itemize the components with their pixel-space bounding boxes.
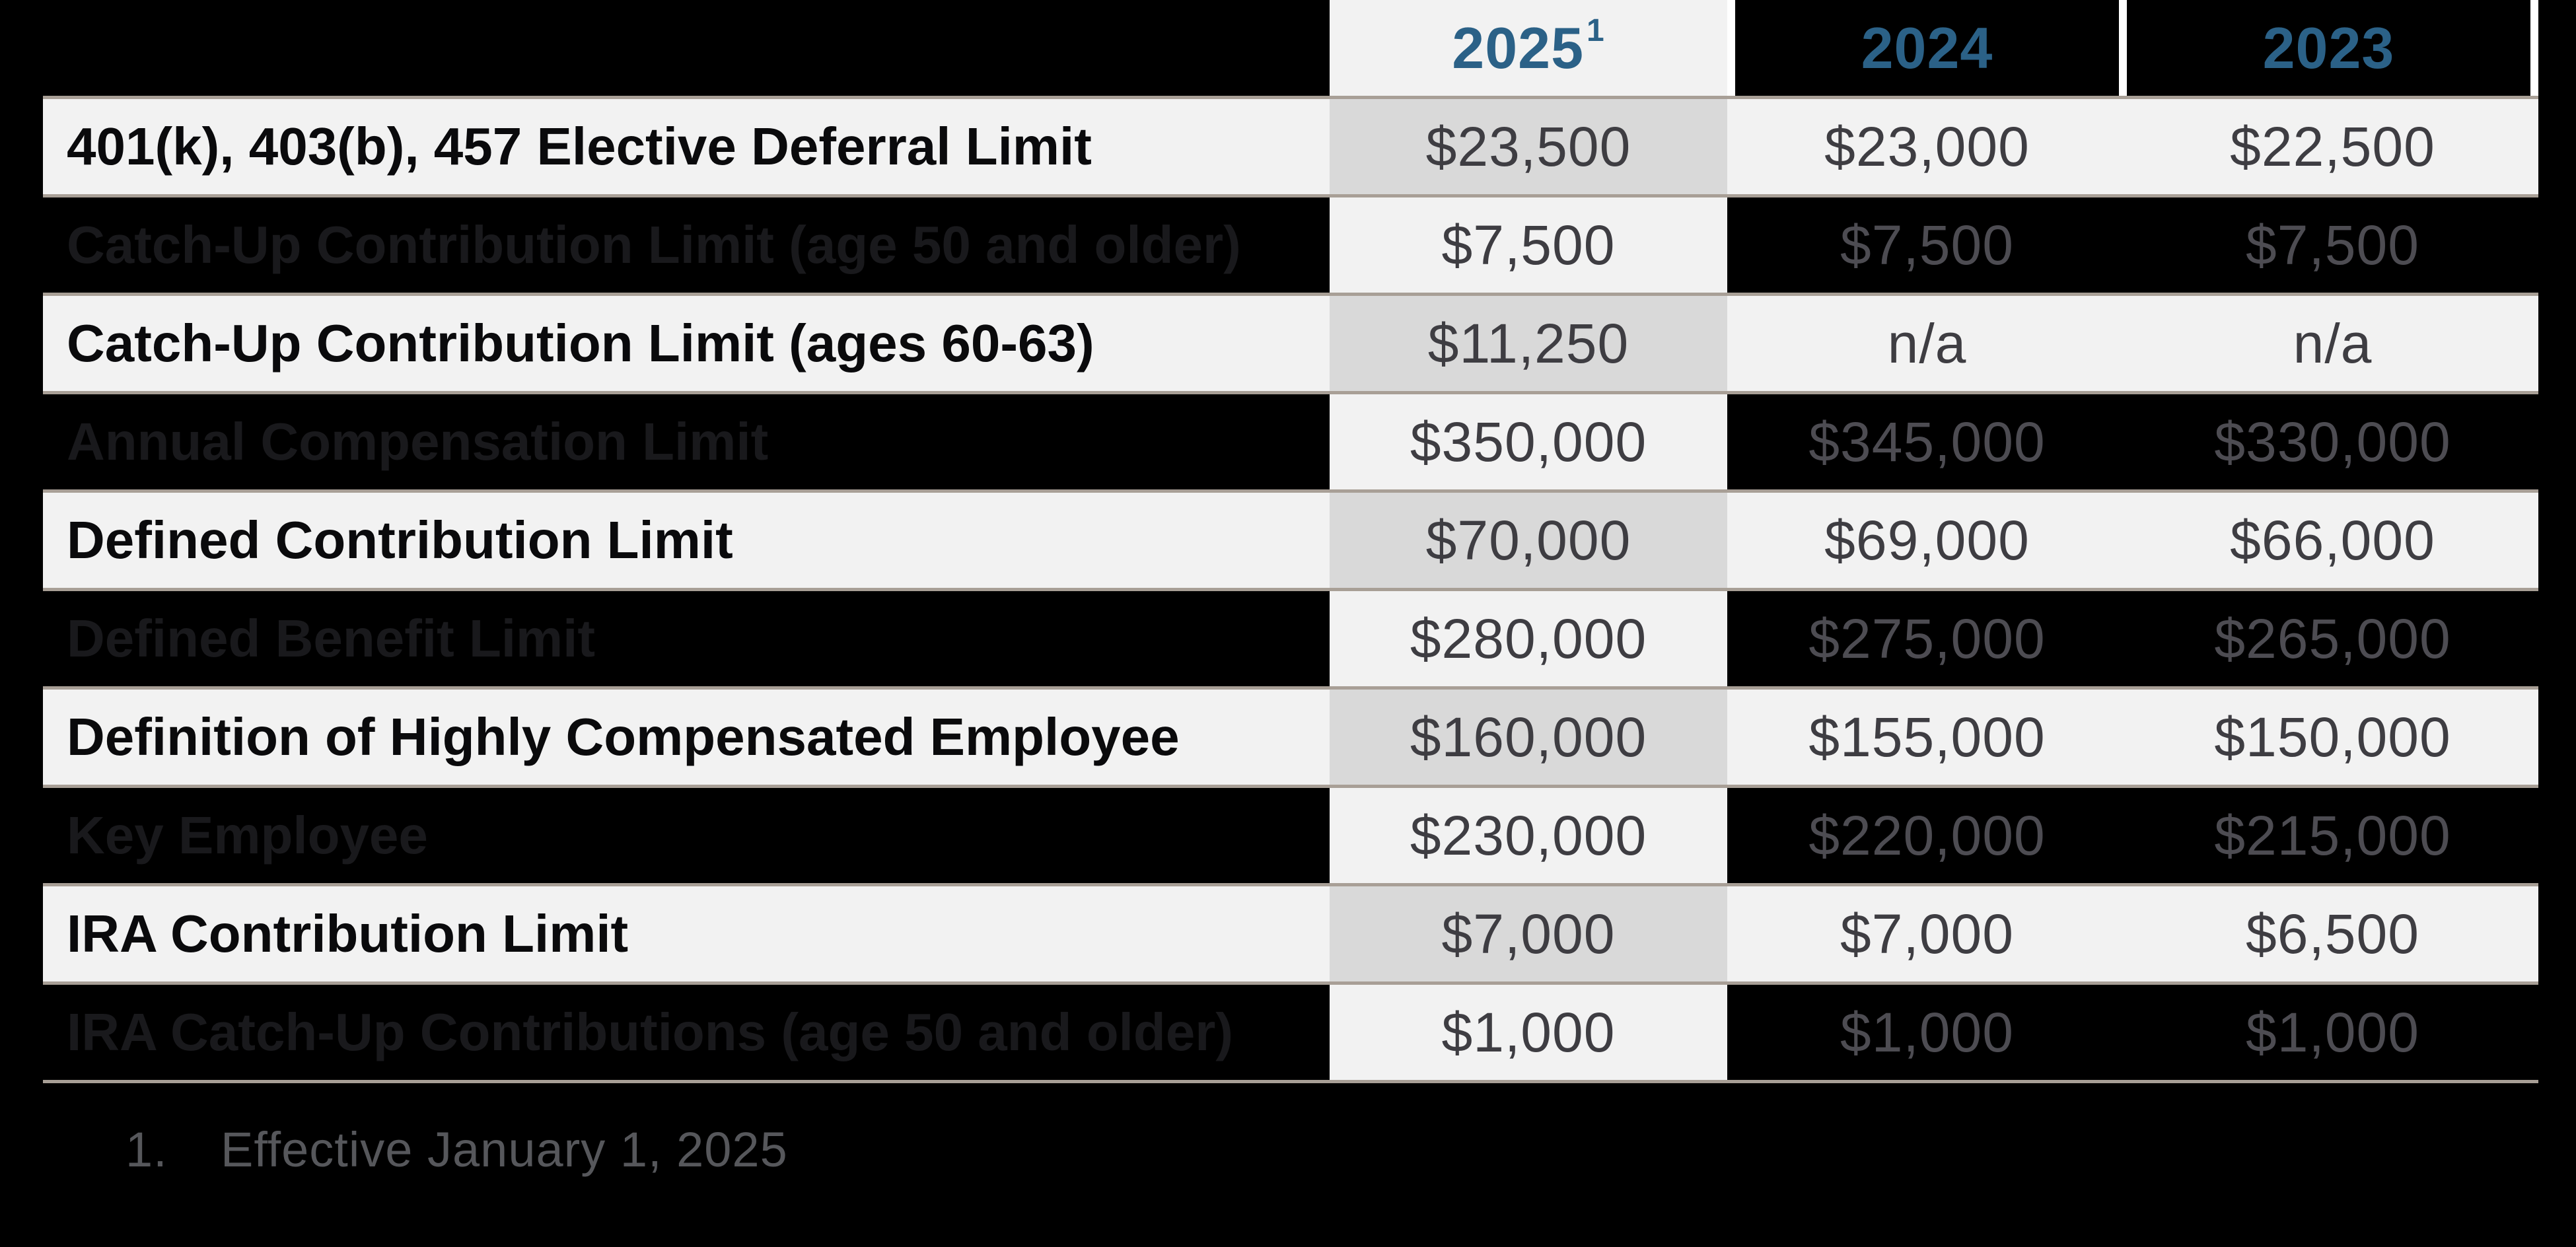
value-2023: n/a — [2127, 296, 2538, 391]
row-label: Catch-Up Contribution Limit (ages 60-63) — [43, 296, 1330, 391]
footnote-number: 1. — [125, 1122, 168, 1177]
row-label: Defined Contribution Limit — [43, 493, 1330, 588]
table-row: Annual Compensation Limit $350,000 $345,… — [43, 394, 2538, 493]
table-row: Defined Contribution Limit $70,000 $69,0… — [43, 493, 2538, 591]
value-2025: $23,500 — [1330, 99, 1727, 194]
value-2024: $345,000 — [1727, 394, 2127, 489]
footnote-text: Effective January 1, 2025 — [221, 1122, 788, 1177]
table-row: 401(k), 403(b), 457 Elective Deferral Li… — [43, 99, 2538, 197]
header-empty-cell — [43, 0, 1330, 96]
value-2023: $215,000 — [2127, 788, 2538, 883]
footnote: 1. Effective January 1, 2025 — [125, 1122, 788, 1178]
value-2023: $265,000 — [2127, 591, 2538, 686]
table-header-row: 2025 1 2024 2023 — [43, 0, 2538, 99]
value-2024: $23,000 — [1727, 99, 2127, 194]
value-2023: $22,500 — [2127, 99, 2538, 194]
contribution-limits-table: 2025 1 2024 2023 401(k), 403(b), 457 Elec… — [43, 0, 2538, 1083]
row-label: 401(k), 403(b), 457 Elective Deferral Li… — [43, 99, 1330, 194]
table-row: Definition of Highly Compensated Employe… — [43, 690, 2538, 788]
value-2024: $155,000 — [1727, 690, 2127, 785]
value-2025: $11,250 — [1330, 296, 1727, 391]
row-label: Defined Benefit Limit — [67, 609, 596, 668]
value-2023: $150,000 — [2127, 690, 2538, 785]
value-2023: $6,500 — [2127, 886, 2538, 981]
value-2025: $1,000 — [1330, 985, 1727, 1080]
value-2025: $70,000 — [1330, 493, 1727, 588]
value-2025: $350,000 — [1330, 394, 1727, 489]
value-2023: $7,500 — [2127, 197, 2538, 293]
value-2024: $7,500 — [1727, 197, 2127, 293]
table-row: Defined Benefit Limit $280,000 $275,000 … — [43, 591, 2538, 690]
value-2024: $1,000 — [1727, 985, 2127, 1080]
row-label: IRA Contribution Limit — [43, 886, 1330, 981]
row-label: Annual Compensation Limit — [67, 412, 769, 471]
value-2025: $280,000 — [1330, 591, 1727, 686]
row-label: Catch-Up Contribution Limit (age 50 and … — [67, 215, 1241, 274]
value-2023: $66,000 — [2127, 493, 2538, 588]
value-2024: $275,000 — [1727, 591, 2127, 686]
header-year-2025-label: 2025 — [1452, 15, 1585, 81]
value-2024: $69,000 — [1727, 493, 2127, 588]
value-2023: $1,000 — [2127, 985, 2538, 1080]
value-2025: $7,500 — [1330, 197, 1727, 293]
value-2024: $220,000 — [1727, 788, 2127, 883]
header-year-2024: 2024 — [1727, 0, 2127, 96]
table-row: Catch-Up Contribution Limit (ages 60-63)… — [43, 296, 2538, 394]
row-label: IRA Catch-Up Contributions (age 50 and o… — [67, 1003, 1233, 1061]
value-2025: $160,000 — [1330, 690, 1727, 785]
value-2023: $330,000 — [2127, 394, 2538, 489]
table-row: Key Employee $230,000 $220,000 $215,000 — [43, 788, 2538, 886]
table-row: IRA Contribution Limit $7,000 $7,000 $6,… — [43, 886, 2538, 985]
value-2025: $7,000 — [1330, 886, 1727, 981]
header-year-2025: 2025 1 — [1330, 0, 1727, 96]
header-year-2023: 2023 — [2127, 0, 2538, 96]
value-2024: n/a — [1727, 296, 2127, 391]
row-label: Definition of Highly Compensated Employe… — [43, 690, 1330, 785]
table-row: IRA Catch-Up Contributions (age 50 and o… — [43, 985, 2538, 1083]
row-label: Key Employee — [67, 806, 428, 865]
value-2025: $230,000 — [1330, 788, 1727, 883]
value-2024: $7,000 — [1727, 886, 2127, 981]
table-row: Catch-Up Contribution Limit (age 50 and … — [43, 197, 2538, 296]
